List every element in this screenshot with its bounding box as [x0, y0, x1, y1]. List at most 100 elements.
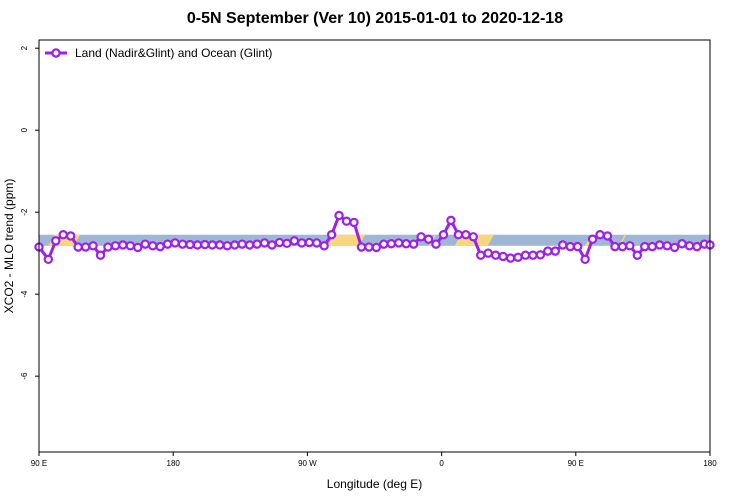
series-point-0-43 [356, 242, 367, 252]
series-point-0-21 [192, 240, 203, 250]
series-point-0-29 [252, 239, 262, 249]
series-point-0-35 [297, 238, 307, 248]
series-point-0-31 [267, 240, 277, 250]
series-point-0-86 [677, 239, 687, 249]
x-tick-label-3: 0 [439, 459, 444, 468]
series-point-0-51 [416, 232, 426, 242]
series-point-0-5 [73, 242, 83, 252]
series-point-0-59 [476, 250, 486, 260]
x-tick-label-2: 90 W [298, 459, 317, 468]
series-point-0-7 [88, 241, 98, 251]
series-point-0-69 [550, 246, 560, 256]
series-point-0-46 [379, 239, 389, 249]
legend: Land (Nadir&Glint) and Ocean (Glint) [45, 46, 272, 60]
series-point-0-3 [58, 230, 68, 240]
series-point-0-60 [483, 248, 493, 258]
series-point-0-54 [438, 230, 449, 240]
plot-frame [38, 39, 711, 453]
series-point-layer [34, 210, 715, 265]
y-tick-label-4: -6 [20, 372, 29, 380]
legend-marker [51, 48, 61, 58]
series-point-0-48 [394, 238, 404, 248]
series-point-0-68 [543, 246, 553, 256]
series-point-0-53 [431, 239, 441, 249]
series-point-0-84 [662, 241, 672, 251]
series-point-0-85 [669, 242, 680, 253]
series-point-0-77 [610, 241, 620, 252]
series-point-0-73 [580, 254, 590, 265]
series-point-0-72 [572, 241, 583, 252]
series-point-0-24 [215, 240, 225, 250]
x-tick-label-4: 90 E [568, 459, 584, 468]
series-point-0-83 [654, 240, 665, 250]
y-axis: 2 0 -2 -4 -6 [20, 45, 39, 380]
series-point-0-30 [259, 238, 270, 248]
series-point-0-33 [282, 238, 292, 249]
series-point-0-17 [162, 239, 173, 249]
series-point-0-56 [453, 230, 464, 240]
series-point-0-26 [230, 240, 240, 250]
series-point-0-70 [558, 240, 568, 250]
series-point-0-8 [95, 250, 106, 260]
series-point-0-19 [177, 239, 188, 249]
y-tick-label-2: -2 [20, 208, 29, 216]
series-point-0-18 [170, 238, 180, 248]
series-point-0-4 [65, 231, 76, 241]
series-point-0-87 [684, 241, 695, 251]
series-point-0-63 [505, 253, 516, 263]
series-point-0-41 [341, 216, 352, 226]
series-point-0-65 [520, 250, 531, 260]
series-point-0-71 [565, 241, 575, 252]
series-point-0-45 [371, 242, 382, 253]
x-tick-label-5: 180 [703, 459, 717, 468]
series-point-0-25 [222, 241, 232, 251]
series-point-0-74 [587, 234, 598, 244]
series-point-0-81 [640, 241, 650, 252]
y-tick-label-1: 0 [20, 127, 29, 132]
series-point-0-37 [312, 238, 322, 248]
series-point-0-9 [103, 242, 113, 252]
series-point-0-58 [468, 232, 478, 242]
series-point-0-52 [423, 234, 434, 244]
chart-title: 0-5N September (Ver 10) 2015-01-01 to 20… [186, 10, 564, 27]
series-point-0-88 [692, 241, 702, 252]
series-point-0-78 [617, 241, 628, 252]
series-point-0-61 [490, 250, 501, 260]
series-point-0-67 [535, 250, 546, 260]
series-point-0-34 [289, 236, 300, 246]
y-axis-label: XCO2 - MLO trend (ppm) [2, 179, 16, 314]
series-point-0-32 [274, 237, 285, 248]
series-point-0-57 [461, 230, 471, 240]
land-band [39, 234, 710, 246]
series-point-0-10 [110, 241, 121, 251]
ocean-band-segment-1 [327, 234, 366, 246]
series-point-0-23 [207, 240, 218, 250]
series-point-0-36 [304, 237, 314, 248]
series-point-0-49 [401, 239, 411, 249]
series-point-0-38 [319, 241, 329, 251]
series-point-0-40 [334, 210, 344, 221]
series-point-0-1 [43, 254, 54, 265]
series-point-0-22 [200, 239, 210, 250]
x-tick-label-0: 90 E [31, 459, 47, 468]
series-point-0-12 [125, 241, 136, 251]
series-point-0-16 [155, 241, 165, 252]
x-axis-label: Longitude (deg E) [327, 477, 422, 491]
series-point-0-28 [244, 240, 255, 250]
series-point-0-15 [147, 241, 158, 251]
series-point-0-66 [528, 250, 538, 260]
series-point-0-42 [349, 217, 359, 228]
series-point-0-76 [602, 231, 613, 241]
series-point-0-64 [513, 252, 523, 262]
series-point-0-6 [80, 242, 91, 252]
series-point-0-11 [118, 240, 128, 250]
series-point-0-13 [133, 242, 143, 253]
series-point-0-2 [51, 236, 61, 246]
series-point-0-44 [364, 242, 374, 252]
series-point-0-80 [632, 250, 643, 260]
series-point-0-20 [185, 239, 195, 250]
series-point-0-62 [498, 251, 508, 262]
series-point-0-79 [625, 241, 635, 251]
series-point-0-47 [386, 239, 396, 249]
